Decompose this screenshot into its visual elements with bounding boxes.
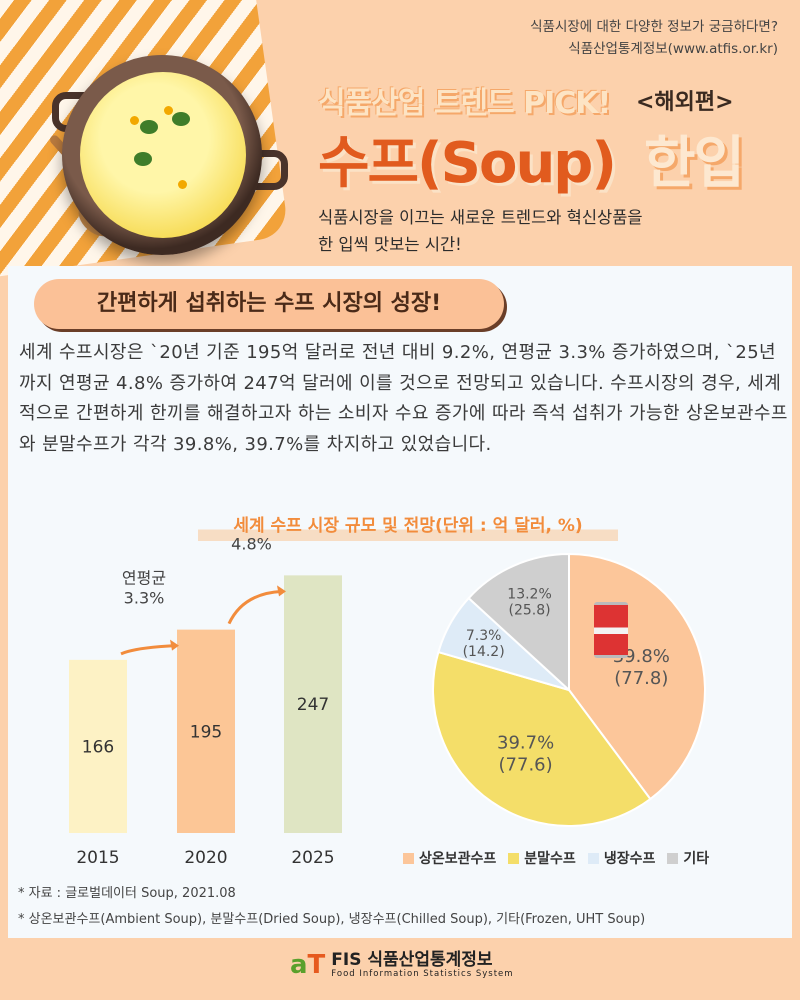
corn-garnish [178,180,187,189]
body-paragraph: 세계 수프시장은 `20년 기준 195억 달러로 전년 대비 9.2%, 연평… [19,342,788,455]
legend-label: 분말수프 [524,851,576,867]
logo-mark-t: T [307,950,326,980]
pie-slice-2 [432,650,652,827]
growth-arrow [227,589,283,625]
soup-surface-illustration [80,72,246,238]
legend-item: 상온보관수프 [403,848,496,868]
growth-arrowhead [277,585,286,597]
pie-percent-label: 13.2% [507,586,551,602]
at-logo-mark: aT [290,950,325,980]
pie-legend: 상온보관수프 분말수프 냉장수프 기타 [403,848,763,868]
region-tag: <해외편> [636,90,734,115]
pie-value-label: (77.8) [614,668,668,689]
top-note: 식품시장에 대한 다양한 정보가 궁금하다면? 식품산업통계정보(www.atf… [530,16,778,60]
legend-swatch [667,852,679,864]
bar-value-label: 166 [82,737,114,757]
legend-swatch [403,852,414,864]
section-heading: 간편하게 섭취하는 수프 시장의 성장! [34,279,504,329]
content-panel: 간편하게 섭취하는 수프 시장의 성장! 세계 수프시장은 `20년 기준 19… [8,266,792,938]
pie-slice-4 [467,552,570,693]
herb-garnish [140,120,158,134]
pie-value-label: (14.2) [463,644,505,660]
bar-2015 [69,659,127,833]
subtitle: 식품시장을 이끄는 새로운 트렌드와 혁신상품을 한 입씩 맛보는 시간! [318,204,643,258]
x-tick-label: 2025 [291,848,334,868]
x-tick-label: 2020 [184,848,227,868]
subtitle-line1: 식품시장을 이끄는 새로운 트렌드와 혁신상품을 [318,208,643,227]
herb-garnish [172,112,190,126]
pie-percent-label: 7.3% [466,628,502,644]
footnote-note: * 상온보관수프(Ambient Soup), 분말수프(Dried Soup)… [18,912,646,927]
legend-label: 상온보관수프 [419,851,497,867]
pie-value-label: (25.8) [508,602,550,618]
top-note-line2: 식품산업통계정보(www.atfis.or.kr) [568,41,778,57]
growth-annotation-value: 3.3% [124,589,165,608]
legend-swatch [508,852,520,864]
legend-item: 냉장수프 [587,848,656,868]
bar-2020 [177,629,235,833]
growth-arrowhead [170,639,179,651]
logo-mark-a: a [290,950,308,980]
herb-garnish [134,152,152,166]
growth-annotation-label: 연평균 [122,569,166,588]
legend-swatch [587,852,599,864]
top-note-line1: 식품시장에 대한 다양한 정보가 궁금하다면? [530,19,778,35]
growth-arrow [120,644,176,656]
pie-value-label: (77.6) [499,755,553,776]
soup-can-icon [594,602,628,658]
legend-label: 냉장수프 [603,851,656,867]
legend-item: 기타 [667,848,709,868]
pie-percent-label: 39.7% [497,733,554,754]
corn-garnish [164,106,173,115]
legend-item: 분말수프 [508,848,576,868]
x-tick-label: 2015 [76,848,119,868]
trend-title: 식품산업 트렌드 PICK! [318,86,611,121]
bar-value-label: 247 [297,695,329,715]
footnote-source: * 자료 : 글로벌데이터 Soup, 2021.08 [18,886,236,901]
logo-subtitle: Food Information Statistics System [331,969,514,979]
fis-logo: aT FIS 식품산업통계정보 Food Information Statist… [290,950,514,980]
legend-label: 기타 [683,851,710,867]
growth-annotation-value: 4.8% [231,536,272,553]
subtitle-line2: 한 입씩 맛보는 시간! [318,235,462,254]
pie-chart: 39.8%(77.8)39.7%(77.6)7.3%(14.2)13.2%(25… [432,552,706,827]
main-title-tail: 한입 [644,131,745,196]
main-title: 수프(Soup) [318,131,617,196]
bar-2025 [284,575,342,833]
logo-name: FIS 식품산업통계정보 [331,950,493,970]
chart-title: 세계 수프 시장 규모 및 전망(단위 : 억 달러, %) [198,515,618,541]
bar-value-label: 195 [190,722,222,742]
corn-garnish [130,116,139,125]
